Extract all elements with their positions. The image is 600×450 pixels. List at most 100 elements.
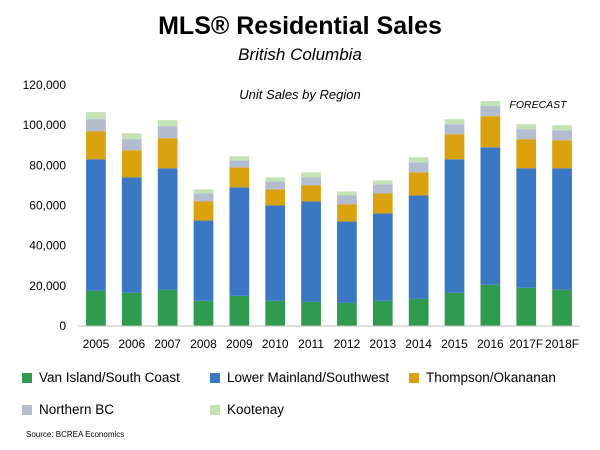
- legend-label: Lower Mainland/Southwest: [227, 370, 390, 385]
- legend-item: Northern BC: [22, 402, 114, 417]
- x-tick-label: 2012: [334, 337, 361, 351]
- bar-segment: [86, 159, 106, 291]
- bar-segment: [516, 287, 537, 326]
- bar-segment: [86, 131, 106, 160]
- bar-segment: [121, 292, 142, 326]
- bar-segment: [552, 125, 572, 131]
- x-tick-label: 2013: [369, 337, 396, 351]
- bar-segment: [372, 180, 393, 185]
- legend-item: Kootenay: [210, 402, 284, 417]
- bar-segment: [193, 189, 214, 194]
- bar-segment: [516, 139, 537, 169]
- bar-segment: [193, 300, 214, 326]
- bar-segment: [121, 139, 142, 151]
- x-tick-label: 2015: [441, 337, 468, 351]
- legend-swatch: [22, 404, 32, 415]
- bar-segment: [337, 195, 357, 205]
- bar-segment: [337, 191, 357, 196]
- bar-segment: [157, 289, 178, 326]
- bar-segment: [372, 193, 393, 214]
- bar-segment: [193, 201, 214, 221]
- bar-segment: [372, 213, 393, 301]
- bar-segment: [229, 295, 250, 326]
- bar-segment: [229, 167, 250, 188]
- bar-segment: [552, 140, 572, 169]
- bar-segment: [193, 193, 214, 202]
- legend-swatch: [210, 404, 220, 415]
- source-note: Source: BCREA Economics: [26, 430, 125, 439]
- legend-swatch: [409, 372, 419, 383]
- bar-segment: [408, 195, 429, 299]
- y-tick-label: 100,000: [23, 118, 67, 132]
- bar-segment: [265, 181, 286, 190]
- bar-segment: [301, 301, 321, 326]
- x-tick-label: 2018F: [545, 337, 579, 351]
- x-tick-label: 2006: [118, 337, 145, 351]
- bar-segment: [157, 168, 178, 290]
- bar-segment: [480, 284, 501, 326]
- x-tick-label: 2014: [405, 337, 432, 351]
- chart-title: Unit Sales by Region: [239, 87, 360, 102]
- x-tick-label: 2016: [477, 337, 504, 351]
- bar-segment: [516, 129, 537, 140]
- legend-item: Thompson/Okananan: [409, 370, 556, 385]
- bar-segment: [552, 130, 572, 141]
- y-tick-label: 60,000: [29, 199, 66, 213]
- bar-segment: [444, 134, 465, 160]
- forecast-annotation: FORECAST: [509, 99, 568, 111]
- page-subtitle: British Columbia: [238, 45, 362, 64]
- x-tick-label: 2010: [262, 337, 289, 351]
- bar-segment: [444, 119, 465, 125]
- legend-label: Northern BC: [39, 402, 115, 417]
- y-tick-label: 0: [59, 319, 66, 333]
- bar-segment: [121, 177, 142, 293]
- bar-segment: [480, 106, 501, 117]
- bar-segment: [121, 150, 142, 178]
- bar-segment: [121, 133, 142, 140]
- y-tick-label: 80,000: [29, 158, 66, 172]
- bar-segment: [444, 124, 465, 135]
- y-tick-label: 40,000: [29, 239, 66, 253]
- legend-swatch: [22, 372, 32, 383]
- bar-segment: [301, 172, 321, 178]
- x-tick-label: 2007: [154, 337, 181, 351]
- bar-segment: [408, 162, 429, 173]
- bar-segment: [157, 138, 178, 169]
- bar-segment: [265, 177, 286, 182]
- page-title: MLS® Residential Sales: [158, 12, 442, 40]
- bar-segment: [480, 101, 501, 107]
- bar-segment: [516, 168, 537, 288]
- bar-segment: [86, 290, 106, 326]
- x-axis: 2005 2006 2007 2008 2009 2010 2011 2012 2013 2014…: [78, 325, 580, 351]
- bar-segment: [408, 298, 429, 326]
- x-tick-label: 2009: [226, 337, 253, 351]
- bar-segment: [516, 124, 537, 130]
- bar-segment: [408, 157, 429, 163]
- bars: [86, 101, 572, 326]
- legend-label: Kootenay: [227, 402, 285, 417]
- bar-segment: [265, 205, 286, 301]
- bar-segment: [444, 292, 465, 326]
- bar-segment: [480, 147, 501, 285]
- y-tick-label: 20,000: [29, 279, 66, 293]
- bar-segment: [86, 119, 106, 132]
- bar-segment: [157, 126, 178, 139]
- legend-label: Thompson/Okananan: [426, 370, 556, 385]
- bar-segment: [552, 289, 572, 326]
- bar-segment: [229, 187, 250, 296]
- y-axis: 0 20,000 40,000 60,000 80,000 100,000 120,000: [23, 78, 67, 333]
- bar-segment: [265, 300, 286, 326]
- stacked-bar-chart: Unit Sales by Region FORECAST 0 20,000 40,…: [23, 78, 580, 351]
- x-tick-label: 2017F: [509, 337, 543, 351]
- x-tick-label: 2005: [83, 337, 110, 351]
- bar-segment: [372, 184, 393, 194]
- bar-segment: [337, 204, 357, 222]
- bar-segment: [480, 116, 501, 148]
- legend-item: Lower Mainland/Southwest: [210, 370, 389, 385]
- bar-segment: [337, 302, 357, 326]
- y-tick-label: 120,000: [23, 78, 67, 92]
- bar-segment: [408, 172, 429, 196]
- legend-swatch: [210, 372, 220, 383]
- bar-segment: [265, 189, 286, 206]
- bar-segment: [444, 159, 465, 293]
